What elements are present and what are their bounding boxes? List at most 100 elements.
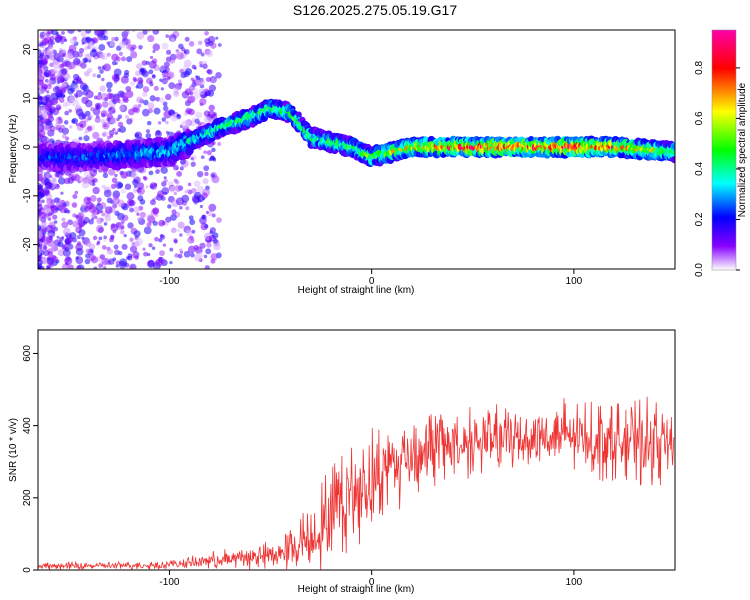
spectrogram-point-1042 <box>113 182 118 187</box>
spectrogram-point-1274 <box>56 106 61 111</box>
spectrogram-point-439 <box>101 184 106 189</box>
spectrogram-point-1304 <box>110 234 115 239</box>
spectrogram-point-916 <box>44 124 52 131</box>
spectrogram-point-1334 <box>120 220 125 224</box>
spectrogram-point-662 <box>133 184 138 189</box>
spectrogram-point-1287 <box>38 182 43 191</box>
spectrogram-point-985 <box>191 64 197 70</box>
spectrogram-point-1259 <box>180 120 189 129</box>
spectrogram-point-524 <box>110 117 117 124</box>
spectrogram-point-1164 <box>177 253 183 259</box>
spectrogram-point-891 <box>119 258 128 267</box>
spectrogram-point-946 <box>127 222 134 229</box>
spectrogram-point-1064 <box>49 174 53 179</box>
spectrogram-point-1232 <box>205 90 212 97</box>
spectrogram-point-1199 <box>142 175 147 180</box>
spectrogram-point-1101 <box>137 182 145 190</box>
spectrogram-point-1149 <box>199 216 207 225</box>
spectrogram-point-148 <box>215 36 219 40</box>
spectrogram-point-573 <box>154 236 159 242</box>
spectrogram-point-1122 <box>83 135 90 142</box>
spectrogram-point-1352 <box>153 85 159 91</box>
spectrogram-point-719 <box>208 203 217 212</box>
spectrogram-point-971 <box>130 171 138 179</box>
spectrogram-point-1002 <box>120 187 127 194</box>
spectrogram-point-772 <box>61 30 65 35</box>
spectrogram-point-362 <box>215 72 222 79</box>
spectrogram-point-1323 <box>163 179 167 184</box>
spectrogram-point-1080 <box>84 70 90 77</box>
spectrogram-point-1368 <box>101 245 107 250</box>
spectrogram-point-886 <box>60 191 64 195</box>
spectrogram-point-1288 <box>196 170 204 178</box>
spectrogram-point-671 <box>103 222 108 226</box>
spectrogram-point-1142 <box>152 74 156 78</box>
spectrogram-point-1081 <box>38 129 46 138</box>
spectrogram-point-1263 <box>179 248 183 252</box>
spectrogram-point-967 <box>38 96 43 101</box>
spectrogram-point-1009 <box>52 214 58 220</box>
spectrogram-point-1300 <box>111 98 115 103</box>
spectrogram-point-1322 <box>38 248 42 256</box>
spectrogram-point-1019 <box>171 209 177 215</box>
spectrogram-point-1260 <box>38 106 46 115</box>
spectrogram-point-589 <box>143 226 152 235</box>
spectrogram-point-511 <box>205 248 212 255</box>
spectrogram-point-194 <box>103 238 107 242</box>
spectrogram-point-853 <box>136 31 145 40</box>
spectrogram-point-858 <box>84 240 92 248</box>
spectrogram-point-550 <box>185 229 193 237</box>
spectrogram-point-940 <box>75 89 83 98</box>
spectrogram-point-1364 <box>41 83 48 90</box>
spectrogram-point-672 <box>193 180 201 188</box>
spectrogram-point-1089 <box>179 82 183 86</box>
spectrogram-point-1052 <box>203 254 208 259</box>
spectrogram-point-756 <box>202 63 208 70</box>
spectrogram-point-954 <box>146 214 155 222</box>
spectrogram-point-764 <box>48 55 54 61</box>
spectrogram-point-1262 <box>42 65 46 69</box>
spectrogram-point-936 <box>136 212 140 216</box>
spectrogram-point-480 <box>109 40 116 47</box>
spectrogram-point-645 <box>179 233 183 237</box>
spectrogram-point-748 <box>98 263 103 268</box>
spectrogram-point-1161 <box>194 118 200 124</box>
spectrogram-point-1309 <box>114 210 120 216</box>
spectrogram-point-1313 <box>124 183 132 190</box>
spectrogram-point-494 <box>145 129 150 134</box>
spectrogram-point-118 <box>148 243 153 248</box>
spectrogram-point-1353 <box>41 118 47 124</box>
spectrogram-point-173 <box>181 91 190 99</box>
spectrogram-point-47 <box>137 103 142 108</box>
spectrogram-point-1162 <box>57 92 63 98</box>
spectrogram-point-949 <box>72 73 80 81</box>
spectrogram-point-723 <box>124 30 130 35</box>
spectrogram-point-393 <box>47 232 51 237</box>
spectrogram-point-1270 <box>148 108 153 114</box>
spectrogram-point-728 <box>99 85 106 92</box>
spectrogram-point-537 <box>179 166 184 171</box>
spectrogram-point-1282 <box>96 36 101 41</box>
spectrogram-point-323 <box>152 43 161 51</box>
spectrogram-point-1143 <box>50 92 59 101</box>
spectrogram-point-1040 <box>200 155 205 160</box>
spectrogram-point-1166 <box>205 49 213 57</box>
spectrogram-point-740 <box>57 75 65 84</box>
spectrogram-point-1359 <box>212 158 217 162</box>
spectrogram-point-1230 <box>47 217 52 221</box>
spectrogram-point-1376 <box>53 226 59 232</box>
spectrogram-point-1367 <box>41 38 49 46</box>
spectrogram-point-1234 <box>73 93 78 97</box>
spectrogram-point-850 <box>83 216 90 224</box>
spectrogram-point-255 <box>196 186 205 194</box>
spectrogram-point-1094 <box>67 243 74 250</box>
spectrogram-point-326 <box>211 175 220 184</box>
spectrogram-point-952 <box>52 61 61 70</box>
spectrogram-point-652 <box>184 36 190 42</box>
spectrogram-point-1182 <box>120 75 129 84</box>
spectrogram-point-520 <box>101 263 107 269</box>
spectrogram-point-703 <box>117 121 124 128</box>
spectrogram-point-947 <box>165 130 170 135</box>
spectrogram-point-117 <box>138 45 143 50</box>
spectrogram-point-643 <box>178 43 184 50</box>
